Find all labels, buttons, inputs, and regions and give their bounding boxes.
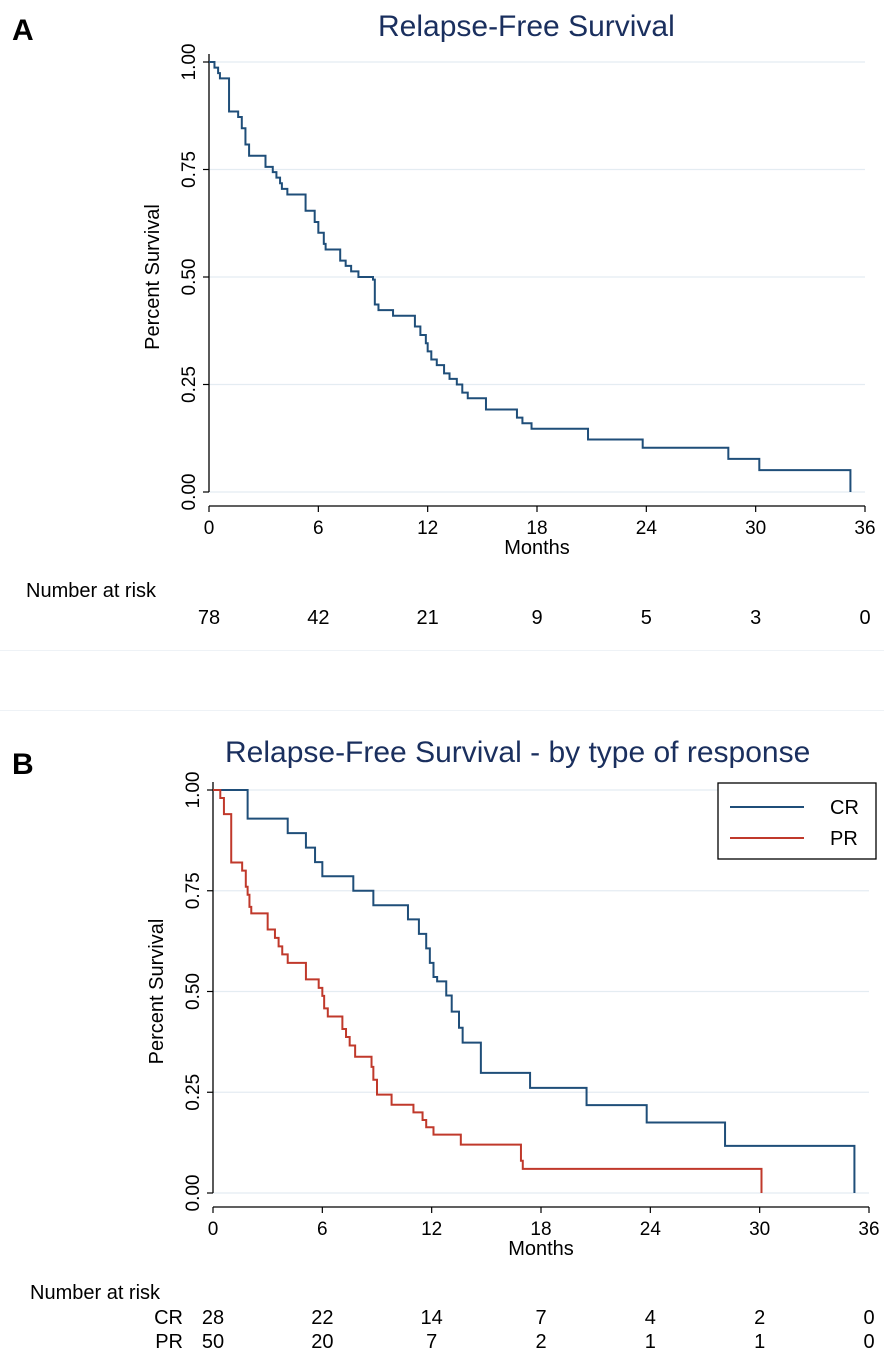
- x-tick-label: 12: [421, 1219, 442, 1240]
- x-axis-title: Months: [508, 1238, 574, 1260]
- chart-title-a: Relapse-Free Survival: [378, 10, 675, 43]
- risk-table-title: Number at risk: [26, 580, 157, 602]
- x-axis-title: Months: [504, 537, 570, 559]
- risk-row-label-cr: CR: [154, 1307, 183, 1329]
- x-tick-label: 6: [313, 518, 324, 539]
- y-tick-label: 0.00: [179, 474, 200, 511]
- panel-letter-b: B: [12, 748, 34, 781]
- y-tick-label: 0.25: [179, 366, 200, 403]
- x-tick-label: 30: [749, 1219, 770, 1240]
- risk-count: 21: [417, 607, 439, 629]
- x-tick-label: 18: [530, 1219, 551, 1240]
- legend-label-pr: PR: [830, 828, 858, 850]
- risk-count: 9: [531, 607, 542, 629]
- y-tick-label: 0.75: [183, 872, 204, 909]
- x-tick-label: 36: [854, 518, 875, 539]
- y-tick-label: 0.50: [179, 259, 200, 296]
- risk-count: 0: [859, 607, 870, 629]
- risk-count: 28: [202, 1307, 224, 1329]
- risk-count: 0: [863, 1331, 874, 1353]
- panel-letter-a: A: [12, 14, 34, 47]
- risk-count: 50: [202, 1331, 224, 1353]
- risk-count: 22: [311, 1307, 333, 1329]
- x-tick-label: 0: [208, 1219, 219, 1240]
- y-tick-label: 0.50: [183, 973, 204, 1010]
- legend-box: [717, 782, 877, 860]
- risk-count: 20: [311, 1331, 333, 1353]
- x-tick-label: 18: [526, 518, 547, 539]
- x-tick-label: 6: [317, 1219, 328, 1240]
- x-tick-label: 24: [640, 1219, 662, 1240]
- chart-title-b: Relapse-Free Survival - by type of respo…: [225, 736, 811, 769]
- x-tick-label: 30: [745, 518, 766, 539]
- risk-count: 3: [750, 607, 761, 629]
- panel-b: B Relapse-Free Survival - by type of res…: [0, 700, 884, 1354]
- risk-count: 0: [863, 1307, 874, 1329]
- survival-curve-all: [209, 61, 852, 492]
- panel-separator: [0, 710, 884, 711]
- risk-count: 2: [535, 1331, 546, 1353]
- risk-count: 78: [198, 607, 220, 629]
- risk-count: 1: [754, 1331, 765, 1353]
- y-tick-label: 0.00: [183, 1175, 204, 1212]
- risk-count: 1: [645, 1331, 656, 1353]
- risk-count: 2: [754, 1307, 765, 1329]
- risk-count: 42: [307, 607, 329, 629]
- risk-count: 7: [535, 1307, 546, 1329]
- risk-row-label-pr: PR: [155, 1331, 183, 1353]
- y-tick-label: 0.75: [179, 151, 200, 188]
- y-tick-label: 1.00: [183, 772, 204, 809]
- x-tick-label: 12: [417, 518, 438, 539]
- risk-table-title: Number at risk: [30, 1282, 161, 1304]
- y-tick-label: 1.00: [179, 44, 200, 81]
- km-plot-b: 0.000.250.500.751.000 6 12 18 24 30 36MonthsPe…: [30, 772, 880, 1353]
- risk-count: 5: [641, 607, 652, 629]
- km-plot-a: 0.000.250.500.751.000 6 12 18 24 30 36MonthsPe…: [26, 44, 876, 629]
- risk-count: 4: [645, 1307, 656, 1329]
- x-tick-label: 24: [636, 518, 658, 539]
- risk-count: 7: [426, 1331, 437, 1353]
- survival-curve-cr: [213, 789, 856, 1193]
- y-axis-title: Percent Survival: [142, 204, 164, 350]
- y-axis-title: Percent Survival: [146, 919, 168, 1065]
- survival-curve-pr: [213, 789, 763, 1193]
- panel-separator: [0, 650, 884, 651]
- x-tick-label: 36: [858, 1219, 879, 1240]
- x-tick-label: 0: [204, 518, 215, 539]
- legend-label-cr: CR: [830, 797, 859, 819]
- risk-count: 14: [421, 1307, 443, 1329]
- panel-a: A Relapse-Free Survival 0.00 0.25 0.50 0.75…: [0, 0, 884, 660]
- y-tick-label: 0.25: [183, 1074, 204, 1111]
